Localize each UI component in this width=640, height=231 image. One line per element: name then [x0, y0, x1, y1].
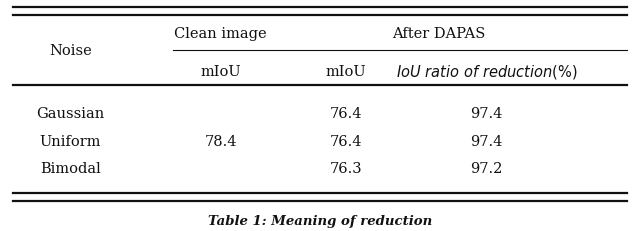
Text: Gaussian: Gaussian — [36, 106, 104, 120]
Text: mIoU: mIoU — [200, 65, 241, 79]
Text: $\it{IoU\ ratio\ of\ reduction(\%)}$: $\it{IoU\ ratio\ of\ reduction(\%)}$ — [396, 63, 577, 81]
Text: Uniform: Uniform — [40, 134, 101, 148]
Text: 78.4: 78.4 — [205, 134, 237, 148]
Text: Noise: Noise — [49, 44, 92, 58]
Text: 76.4: 76.4 — [330, 134, 362, 148]
Text: Bimodal: Bimodal — [40, 162, 100, 176]
Text: 97.4: 97.4 — [470, 134, 502, 148]
Text: mIoU: mIoU — [325, 65, 366, 79]
Text: Table 1: Meaning of reduction: Table 1: Meaning of reduction — [208, 214, 432, 227]
Text: After DAPAS: After DAPAS — [392, 27, 485, 40]
Text: 97.2: 97.2 — [470, 162, 502, 176]
Text: Clean image: Clean image — [175, 27, 267, 40]
Text: 76.3: 76.3 — [330, 162, 362, 176]
Text: 76.4: 76.4 — [330, 106, 362, 120]
Text: 97.4: 97.4 — [470, 106, 502, 120]
